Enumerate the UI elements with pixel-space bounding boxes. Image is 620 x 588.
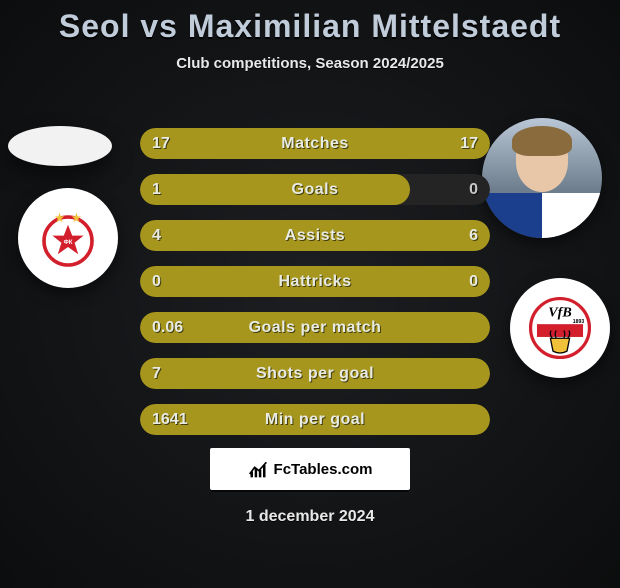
stat-value-left: 0 — [152, 266, 161, 297]
player-left-club-badge: ФК — [18, 188, 118, 288]
stat-bars: Matches1717Goals10Assists46Hattricks00Go… — [140, 128, 490, 450]
stat-value-right: 17 — [460, 128, 478, 159]
brand-badge[interactable]: FcTables.com — [210, 448, 410, 490]
comparison-stage: ФК VfB 1893 Matches17 17 Goals1 0 Assists4 6 H… — [0, 118, 620, 448]
player-left-avatar — [8, 126, 112, 166]
stat-row-assists: Assists4 6 — [140, 220, 490, 251]
stat-label: Goals — [140, 174, 490, 205]
stat-label: Matches — [140, 128, 490, 159]
stat-value-left: 4 — [152, 220, 161, 251]
stat-label: Hattricks — [140, 266, 490, 297]
svg-text:VfB: VfB — [548, 304, 571, 320]
stat-row-min-per-goal: Min per goal1641 — [140, 404, 490, 435]
stat-row-goals-per-match: Goals per match0.06 — [140, 312, 490, 343]
stat-row-matches: Matches17 17 — [140, 128, 490, 159]
stat-value-left: 17 — [152, 128, 170, 159]
stat-label: Min per goal — [140, 404, 490, 435]
club-right-icon: VfB 1893 — [528, 296, 592, 360]
stat-row-goals: Goals1 0 — [140, 174, 490, 205]
page-title: Seol vs Maximilian Mittelstaedt — [0, 8, 620, 45]
brand-text: FcTables.com — [274, 461, 373, 478]
player-right-hair — [512, 126, 572, 156]
svg-text:ФК: ФК — [64, 240, 73, 246]
player-right-avatar — [482, 118, 602, 238]
stat-label: Goals per match — [140, 312, 490, 343]
player-right-jersey — [482, 193, 602, 238]
stat-row-shots-per-goal: Shots per goal7 — [140, 358, 490, 389]
date-text: 1 december 2024 — [0, 508, 620, 526]
stat-value-right: 0 — [469, 174, 478, 205]
stat-label: Shots per goal — [140, 358, 490, 389]
stat-value-left: 7 — [152, 358, 161, 389]
stat-row-hattricks: Hattricks0 0 — [140, 266, 490, 297]
chart-icon — [248, 459, 268, 479]
subtitle: Club competitions, Season 2024/2025 — [0, 55, 620, 72]
svg-text:1893: 1893 — [573, 319, 585, 325]
club-left-icon: ФК — [38, 208, 98, 268]
stat-value-right: 0 — [469, 266, 478, 297]
stat-value-left: 1641 — [152, 404, 188, 435]
stat-value-left: 1 — [152, 174, 161, 205]
stat-value-right: 6 — [469, 220, 478, 251]
stat-label: Assists — [140, 220, 490, 251]
stat-value-left: 0.06 — [152, 312, 183, 343]
player-right-club-badge: VfB 1893 — [510, 278, 610, 378]
